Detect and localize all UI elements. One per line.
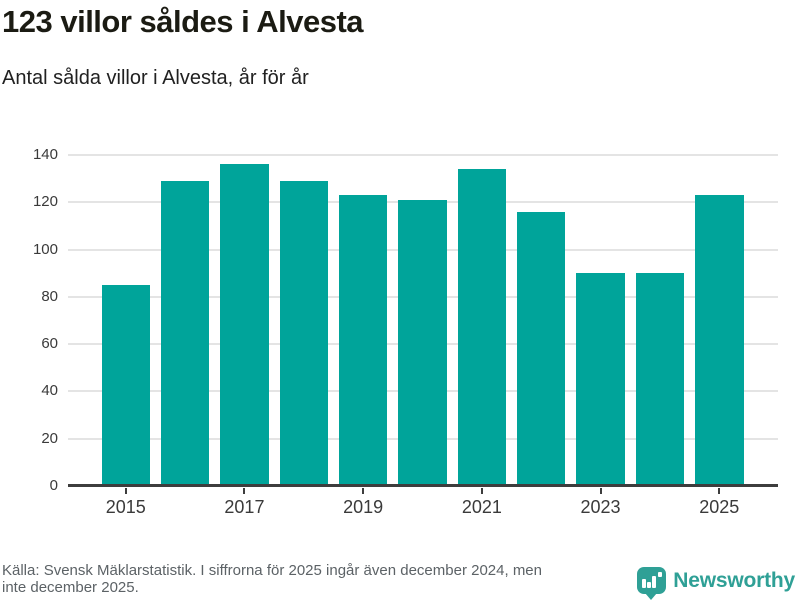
bar-2018	[279, 181, 329, 486]
newsworthy-logo-text: Newsworthy	[673, 568, 795, 592]
x-tick-mark-2019	[362, 488, 365, 494]
x-tick-label-2019: 2019	[343, 497, 384, 517]
bar-2024	[635, 273, 685, 486]
page-title: 123 villor såldes i Alvesta	[2, 4, 364, 39]
bar-2020	[398, 199, 447, 486]
bar-2022	[516, 211, 566, 486]
y-tick-label-100: 100	[32, 240, 58, 258]
y-tick-label-20: 20	[41, 429, 58, 447]
source-note-line1: Källa: Svensk Mäklarstatistik. I siffror…	[2, 562, 542, 579]
y-tick-label-60: 60	[41, 335, 58, 353]
bar-2019	[338, 195, 388, 486]
x-tick-label-2025: 2025	[699, 497, 740, 517]
x-tick-mark-2021	[480, 488, 483, 494]
x-tick-label-2017: 2017	[224, 497, 265, 517]
y-tick-label-140: 140	[32, 146, 58, 163]
source-note-line2: inte december 2025.	[2, 579, 139, 596]
logo-bar-1	[642, 579, 647, 588]
logo-bar-2	[647, 582, 652, 588]
y-tick-label-40: 40	[41, 382, 58, 400]
x-tick-label-2021: 2021	[461, 497, 502, 517]
x-axis-line	[68, 484, 778, 487]
bar-2016	[160, 181, 210, 486]
chart-subtitle: Antal sålda villor i Alvesta, år för år	[2, 67, 309, 89]
y-tick-label-80: 80	[41, 287, 58, 305]
bar-2025	[695, 195, 744, 486]
logo-bubble-tail	[645, 593, 658, 600]
plot-area: 0 20 40 60 80 100 120 140 2015 2017 2019 2021 2023 20…	[33, 146, 778, 517]
bar-2017	[220, 164, 269, 486]
logo-bar-3	[652, 576, 657, 588]
source-note: Källa: Svensk Mäklarstatistik. I siffror…	[2, 562, 650, 596]
bar-2021	[457, 169, 507, 486]
bar-2023	[576, 273, 625, 486]
bar-2015	[101, 285, 150, 486]
logo-exclamation-dot	[658, 572, 663, 577]
y-tick-label-120: 120	[32, 193, 58, 211]
newsworthy-chart-bubble-icon	[637, 567, 667, 600]
x-tick-label-2015: 2015	[105, 497, 146, 517]
x-tick-mark-2017	[243, 488, 246, 494]
x-tick-mark-2025	[718, 488, 721, 494]
gridline-y-140	[68, 154, 778, 156]
y-tick-label-0: 0	[49, 477, 58, 494]
x-tick-mark-2023	[599, 488, 602, 494]
x-tick-mark-2015	[124, 488, 127, 494]
newsworthy-logo[interactable]: Newsworthy	[637, 567, 795, 600]
x-tick-label-2023: 2023	[580, 497, 621, 517]
